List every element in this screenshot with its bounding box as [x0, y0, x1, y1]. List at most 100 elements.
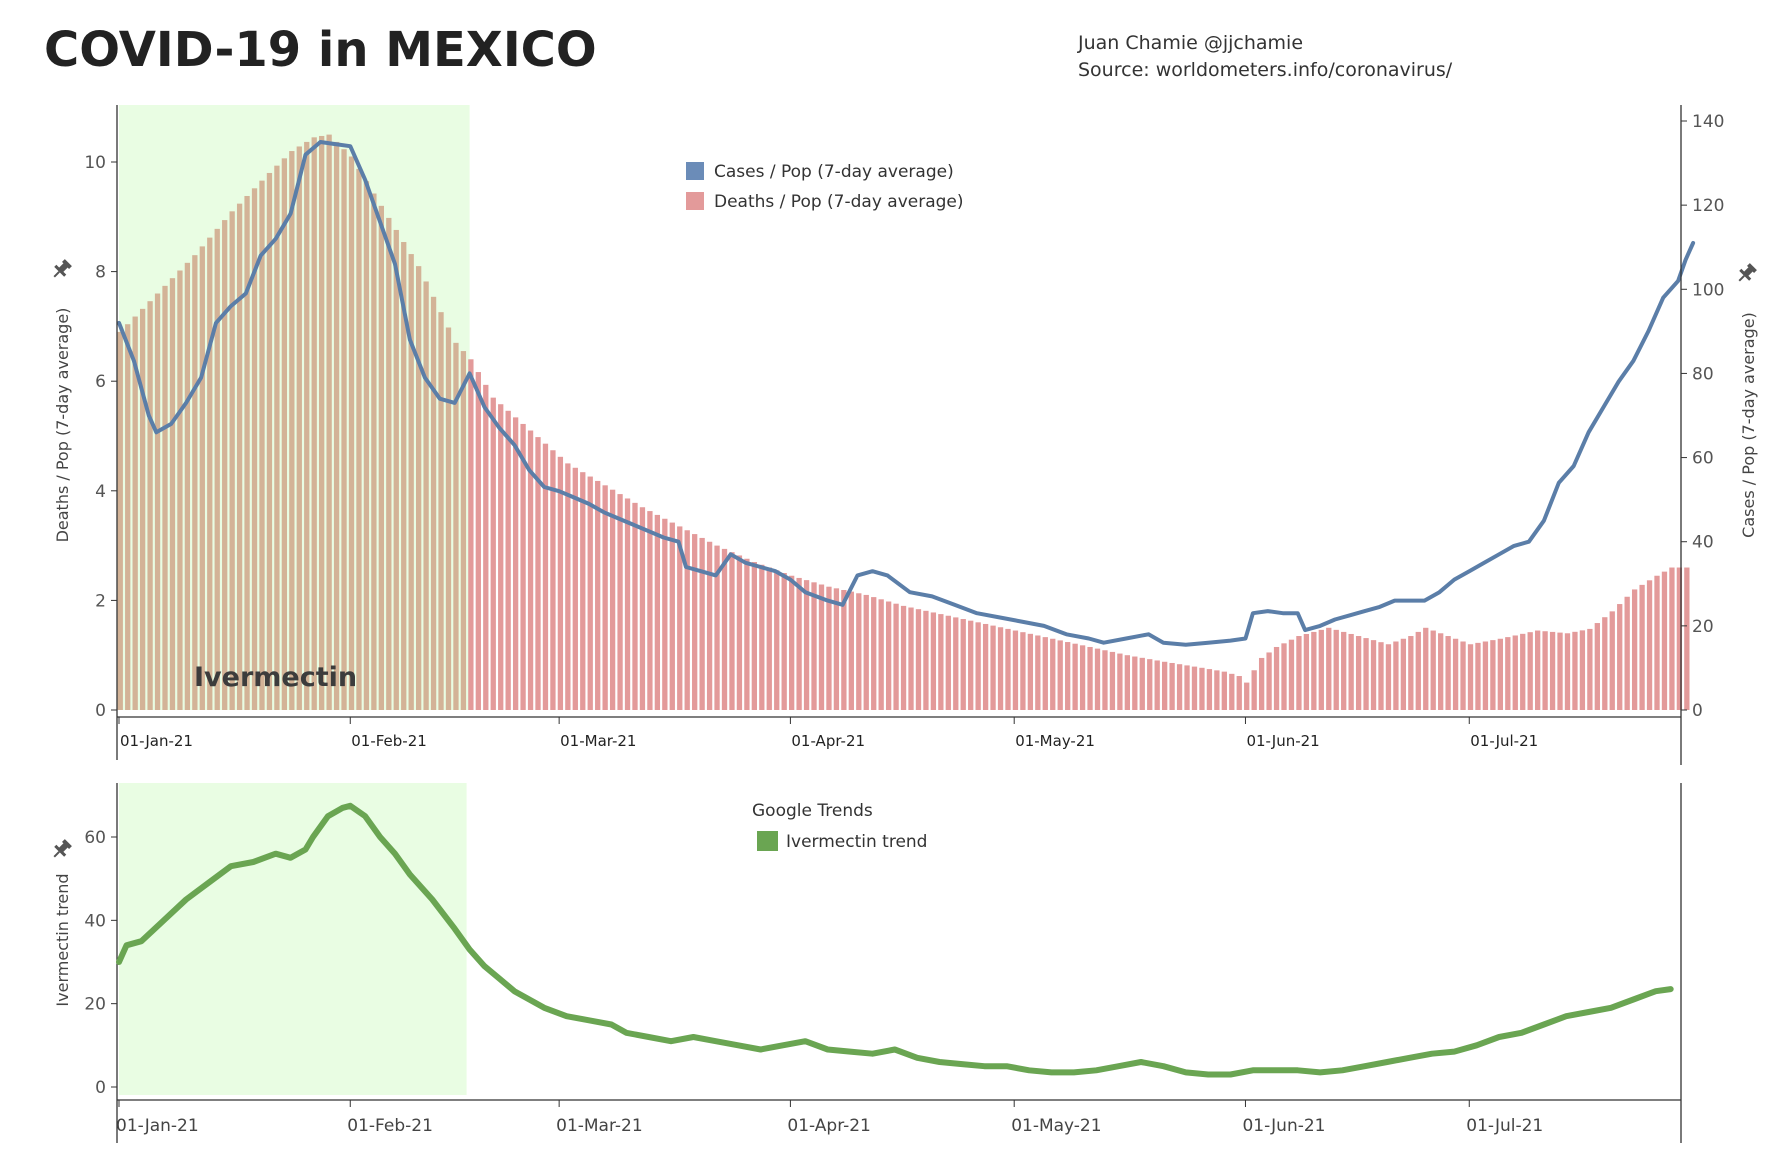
deaths-bar — [1124, 655, 1130, 710]
deaths-bar — [1206, 669, 1213, 710]
deaths-bar — [483, 384, 489, 710]
deaths-bar — [1199, 667, 1205, 710]
deaths-bar — [1378, 642, 1384, 710]
deaths-bar — [863, 594, 869, 710]
deaths-bar — [848, 591, 854, 710]
deaths-bar — [1617, 604, 1623, 710]
deaths-bar — [1296, 636, 1302, 710]
top-x-tick-label: 01-Mar-21 — [560, 732, 636, 750]
deaths-bar — [699, 537, 705, 710]
deaths-bar — [490, 397, 496, 710]
bottom-x-tick-label: 01-Jan-21 — [116, 1116, 199, 1136]
bottom-x-tick-label: 01-Jul-21 — [1466, 1116, 1543, 1136]
bottom-legend-label: Ivermectin trend — [786, 832, 927, 852]
left-y-tick-label: 2 — [95, 591, 106, 611]
top-x-tick-label: 01-Jul-21 — [1470, 732, 1538, 750]
deaths-bar — [378, 205, 384, 710]
deaths-bar — [595, 480, 601, 710]
deaths-bar — [796, 577, 802, 710]
deaths-bar — [736, 555, 743, 710]
deaths-bar — [1079, 645, 1086, 710]
deaths-bar — [1348, 633, 1354, 710]
right-y-tick-label: 120 — [1692, 196, 1724, 216]
deaths-bar — [1341, 631, 1347, 710]
deaths-bar — [1117, 653, 1123, 710]
deaths-bar — [1460, 641, 1466, 710]
pin-icon — [53, 839, 72, 858]
deaths-bar — [1549, 631, 1556, 710]
deaths-bar — [923, 610, 929, 710]
deaths-bar — [1012, 630, 1019, 710]
deaths-bar — [714, 545, 720, 710]
bottom-x-tick-label: 01-Jun-21 — [1242, 1116, 1325, 1136]
deaths-bar — [1676, 567, 1683, 710]
deaths-bar — [572, 467, 578, 710]
pin-icon — [53, 259, 72, 278]
deaths-bar — [535, 437, 541, 710]
ivermectin-trend-line — [116, 802, 1674, 1078]
deaths-bar — [363, 181, 370, 710]
deaths-bar — [1162, 661, 1168, 710]
deaths-bar — [117, 331, 123, 710]
deaths-bar — [1273, 646, 1280, 710]
deaths-bar — [721, 548, 728, 710]
deaths-bar — [1318, 629, 1324, 710]
deaths-bar — [1132, 656, 1138, 710]
deaths-bar — [1154, 660, 1160, 710]
left-y-tick-label: 4 — [95, 482, 106, 502]
bottom-y-tick-label: 60 — [84, 828, 106, 848]
deaths-bar — [1445, 636, 1451, 710]
deaths-bar — [214, 228, 220, 711]
deaths-bar — [1467, 644, 1474, 710]
deaths-bar — [565, 463, 571, 710]
deaths-bar — [393, 229, 399, 710]
left-y-tick-label: 8 — [95, 263, 106, 283]
deaths-bar — [192, 255, 198, 710]
deaths-bar — [1370, 640, 1377, 710]
deaths-bar — [684, 530, 690, 710]
deaths-bar — [938, 614, 944, 710]
deaths-bar — [236, 203, 243, 710]
bottom-x-tick-label: 01-Apr-21 — [787, 1116, 870, 1136]
deaths-bar — [1035, 635, 1041, 710]
deaths-bar — [1408, 636, 1414, 710]
deaths-bar — [729, 552, 735, 710]
deaths-bar — [1512, 635, 1518, 710]
deaths-bar — [296, 146, 302, 711]
deaths-bar — [1564, 633, 1571, 710]
top-x-tick-label: 01-Jun-21 — [1246, 732, 1319, 750]
deaths-bar — [423, 281, 429, 710]
deaths-bar — [169, 278, 176, 710]
deaths-bar — [505, 410, 511, 710]
deaths-bar — [244, 195, 250, 711]
deaths-bar — [982, 623, 989, 710]
deaths-bar — [1050, 638, 1056, 710]
top-x-tick-label: 01-Feb-21 — [351, 732, 427, 750]
deaths-bar — [1176, 664, 1183, 710]
source-credit: Source: worldometers.info/coronavirus/ — [1078, 59, 1453, 81]
deaths-bar — [617, 494, 623, 710]
deaths-bar — [1527, 632, 1533, 710]
deaths-bar — [386, 217, 392, 710]
deaths-bar — [453, 342, 459, 710]
legend-swatch — [686, 192, 704, 210]
deaths-bar — [1572, 631, 1578, 710]
deaths-bar — [1400, 638, 1407, 710]
deaths-bar — [1020, 632, 1026, 710]
deaths-bar — [1281, 643, 1287, 710]
deaths-bar — [580, 472, 586, 710]
deaths-bar — [147, 301, 153, 710]
deaths-bar — [356, 168, 362, 711]
deaths-bar — [915, 609, 922, 710]
right-y-tick-label: 20 — [1692, 617, 1714, 637]
deaths-bar — [669, 522, 675, 710]
deaths-bar — [1139, 657, 1145, 710]
deaths-bar — [960, 619, 966, 710]
deaths-bar — [281, 158, 288, 711]
deaths-bar — [1087, 646, 1093, 710]
bottom-y-tick-label: 20 — [84, 995, 106, 1015]
deaths-bar — [259, 180, 265, 710]
deaths-bar — [416, 266, 422, 710]
deaths-bar — [1169, 662, 1175, 710]
right-y-tick-label: 60 — [1692, 449, 1714, 469]
